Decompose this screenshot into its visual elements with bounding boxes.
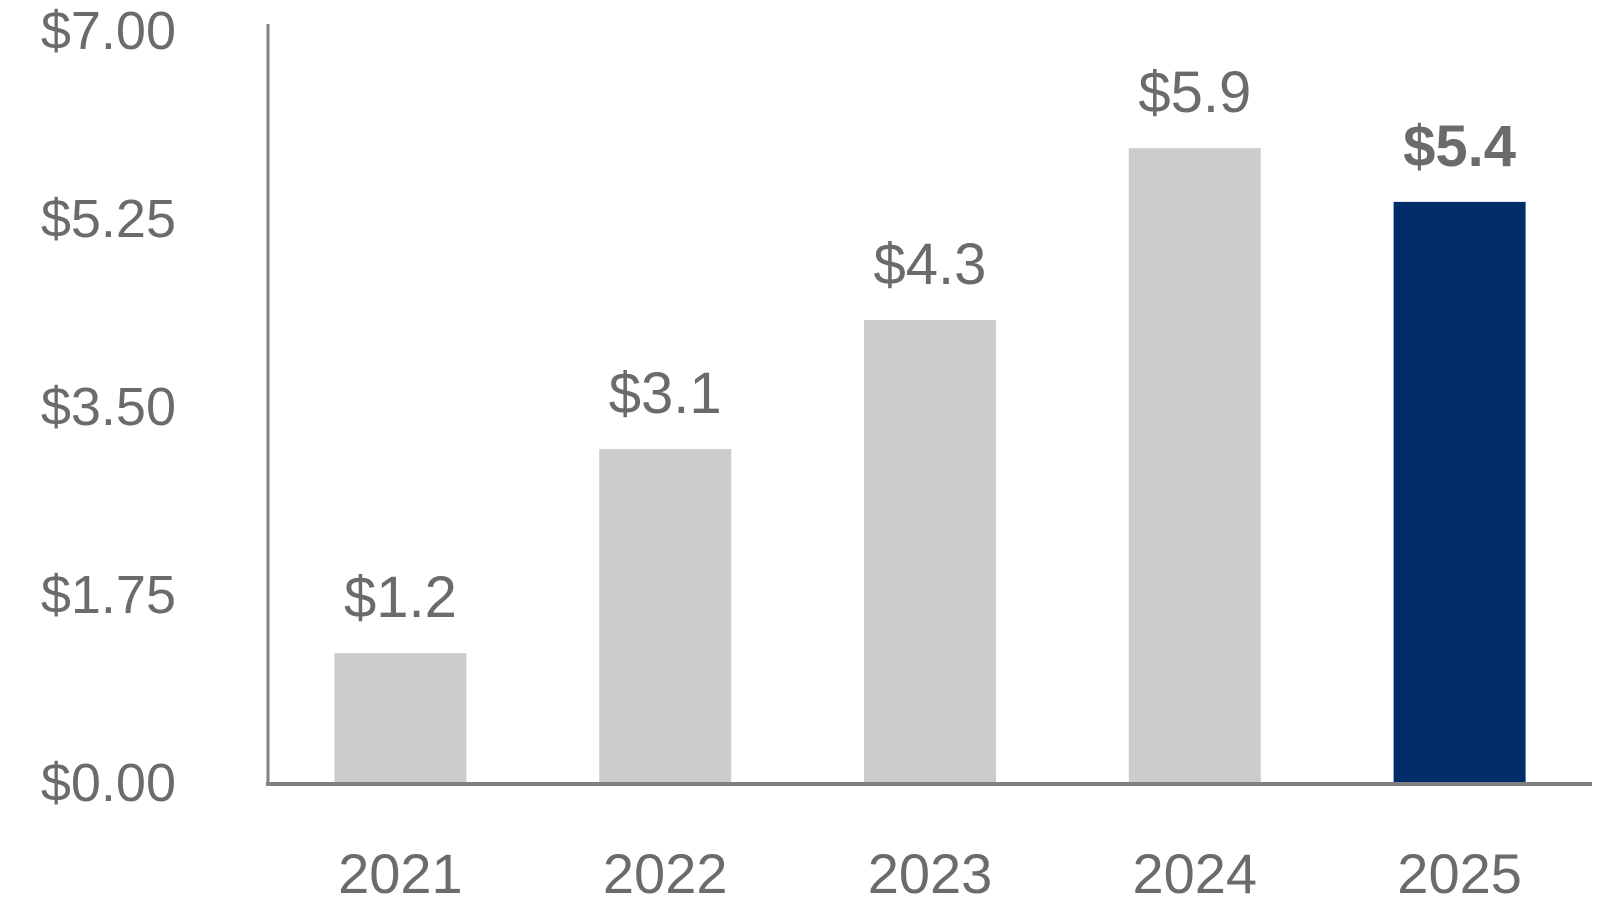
bar-2024 (1128, 148, 1261, 782)
y-tick-label: $1.75 (41, 565, 176, 625)
x-tick-label: 2023 (868, 842, 993, 905)
bars (334, 148, 1526, 782)
data-label-2021: $1.2 (344, 565, 457, 630)
x-tick-label: 2022 (603, 842, 728, 905)
data-label-2023: $4.3 (874, 232, 987, 297)
y-tick-label: $0.00 (41, 753, 176, 813)
x-tick-label: 2024 (1133, 842, 1258, 905)
bar-2023 (864, 320, 996, 782)
data-label-2025: $5.4 (1403, 114, 1516, 179)
bar-2022 (599, 448, 732, 782)
bar-2025 (1393, 201, 1526, 782)
y-tick-label: $7.00 (41, 1, 176, 61)
data-label-2024: $5.9 (1138, 60, 1251, 125)
y-tick-label: $3.50 (41, 377, 176, 437)
data-label-2022: $3.1 (609, 361, 722, 426)
x-tick-label: 2025 (1397, 842, 1522, 905)
y-axis-ticks: $0.00 $1.75 $3.50 $5.25 $7.00 (41, 1, 176, 813)
bar-2021 (334, 653, 467, 782)
x-axis-ticks: 2021 2022 2023 2024 2025 (338, 842, 1522, 905)
data-labels: $1.2 $3.1 $4.3 $5.9 $5.4 (344, 60, 1516, 630)
x-tick-label: 2021 (338, 842, 463, 905)
y-tick-label: $5.25 (41, 189, 176, 249)
